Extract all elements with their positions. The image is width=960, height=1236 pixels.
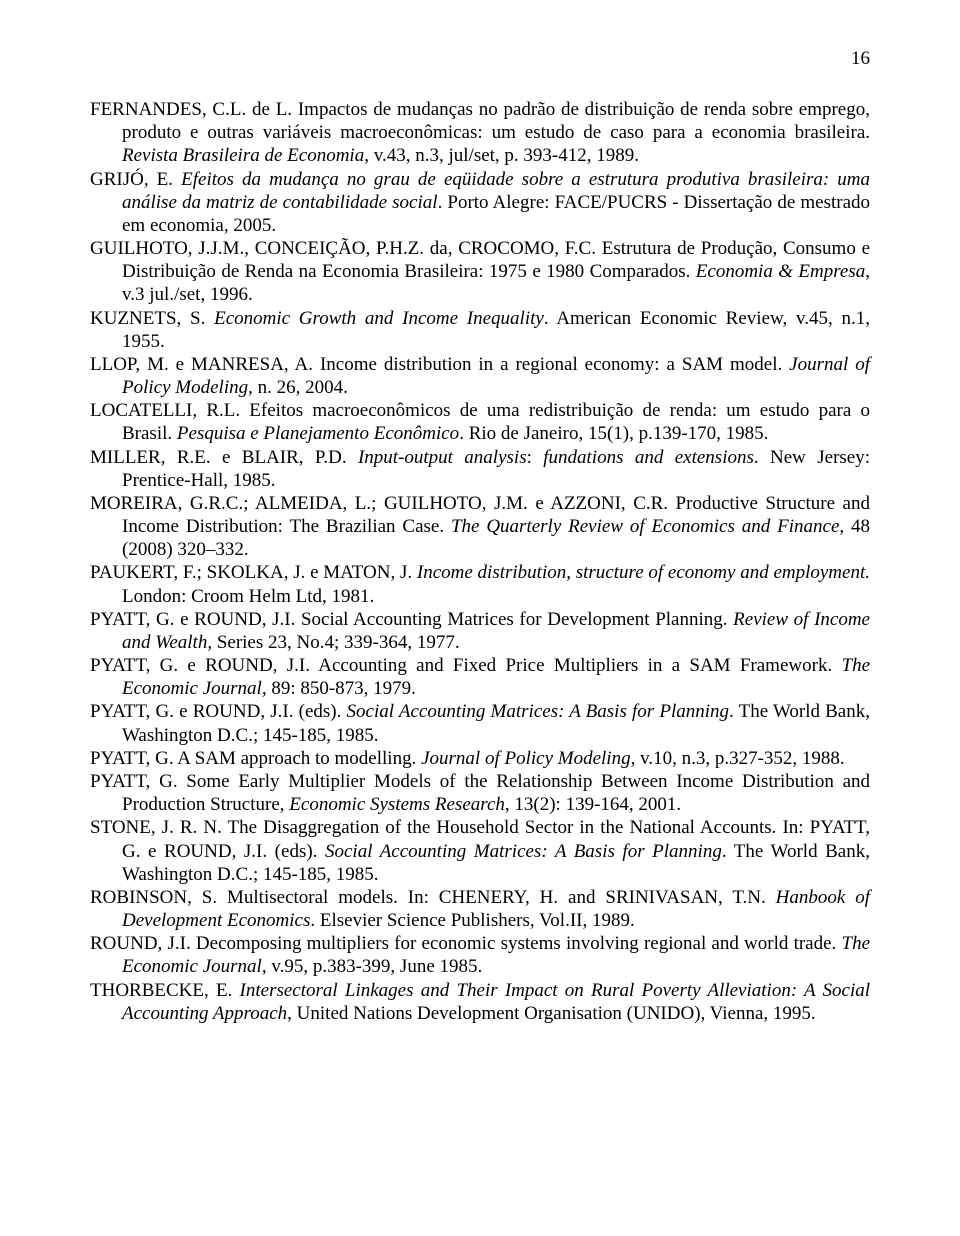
reference-entry: PAUKERT, F.; SKOLKA, J. e MATON, J. Inco…: [90, 561, 870, 607]
reference-entry: ROBINSON, S. Multisectoral models. In: C…: [90, 886, 870, 932]
reference-entry: PYATT, G. Some Early Multiplier Models o…: [90, 770, 870, 816]
reference-entry: MILLER, R.E. e BLAIR, P.D. Input-output …: [90, 446, 870, 492]
reference-entry: PYATT, G. e ROUND, J.I. Social Accountin…: [90, 608, 870, 654]
references-list: FERNANDES, C.L. de L. Impactos de mudanç…: [90, 98, 870, 1025]
reference-entry: PYATT, G. A SAM approach to modelling. J…: [90, 747, 870, 770]
reference-entry: PYATT, G. e ROUND, J.I. (eds). Social Ac…: [90, 700, 870, 746]
reference-entry: ROUND, J.I. Decomposing multipliers for …: [90, 932, 870, 978]
reference-entry: GRIJÓ, E. Efeitos da mudança no grau de …: [90, 168, 870, 238]
reference-entry: PYATT, G. e ROUND, J.I. Accounting and F…: [90, 654, 870, 700]
reference-entry: FERNANDES, C.L. de L. Impactos de mudanç…: [90, 98, 870, 168]
page-number: 16: [90, 48, 870, 70]
reference-entry: GUILHOTO, J.J.M., CONCEIÇÃO, P.H.Z. da, …: [90, 237, 870, 307]
reference-entry: LOCATELLI, R.L. Efeitos macroeconômicos …: [90, 399, 870, 445]
reference-entry: LLOP, M. e MANRESA, A. Income distributi…: [90, 353, 870, 399]
reference-entry: STONE, J. R. N. The Disaggregation of th…: [90, 816, 870, 886]
reference-entry: MOREIRA, G.R.C.; ALMEIDA, L.; GUILHOTO, …: [90, 492, 870, 562]
reference-entry: KUZNETS, S. Economic Growth and Income I…: [90, 307, 870, 353]
reference-entry: THORBECKE, E. Intersectoral Linkages and…: [90, 979, 870, 1025]
